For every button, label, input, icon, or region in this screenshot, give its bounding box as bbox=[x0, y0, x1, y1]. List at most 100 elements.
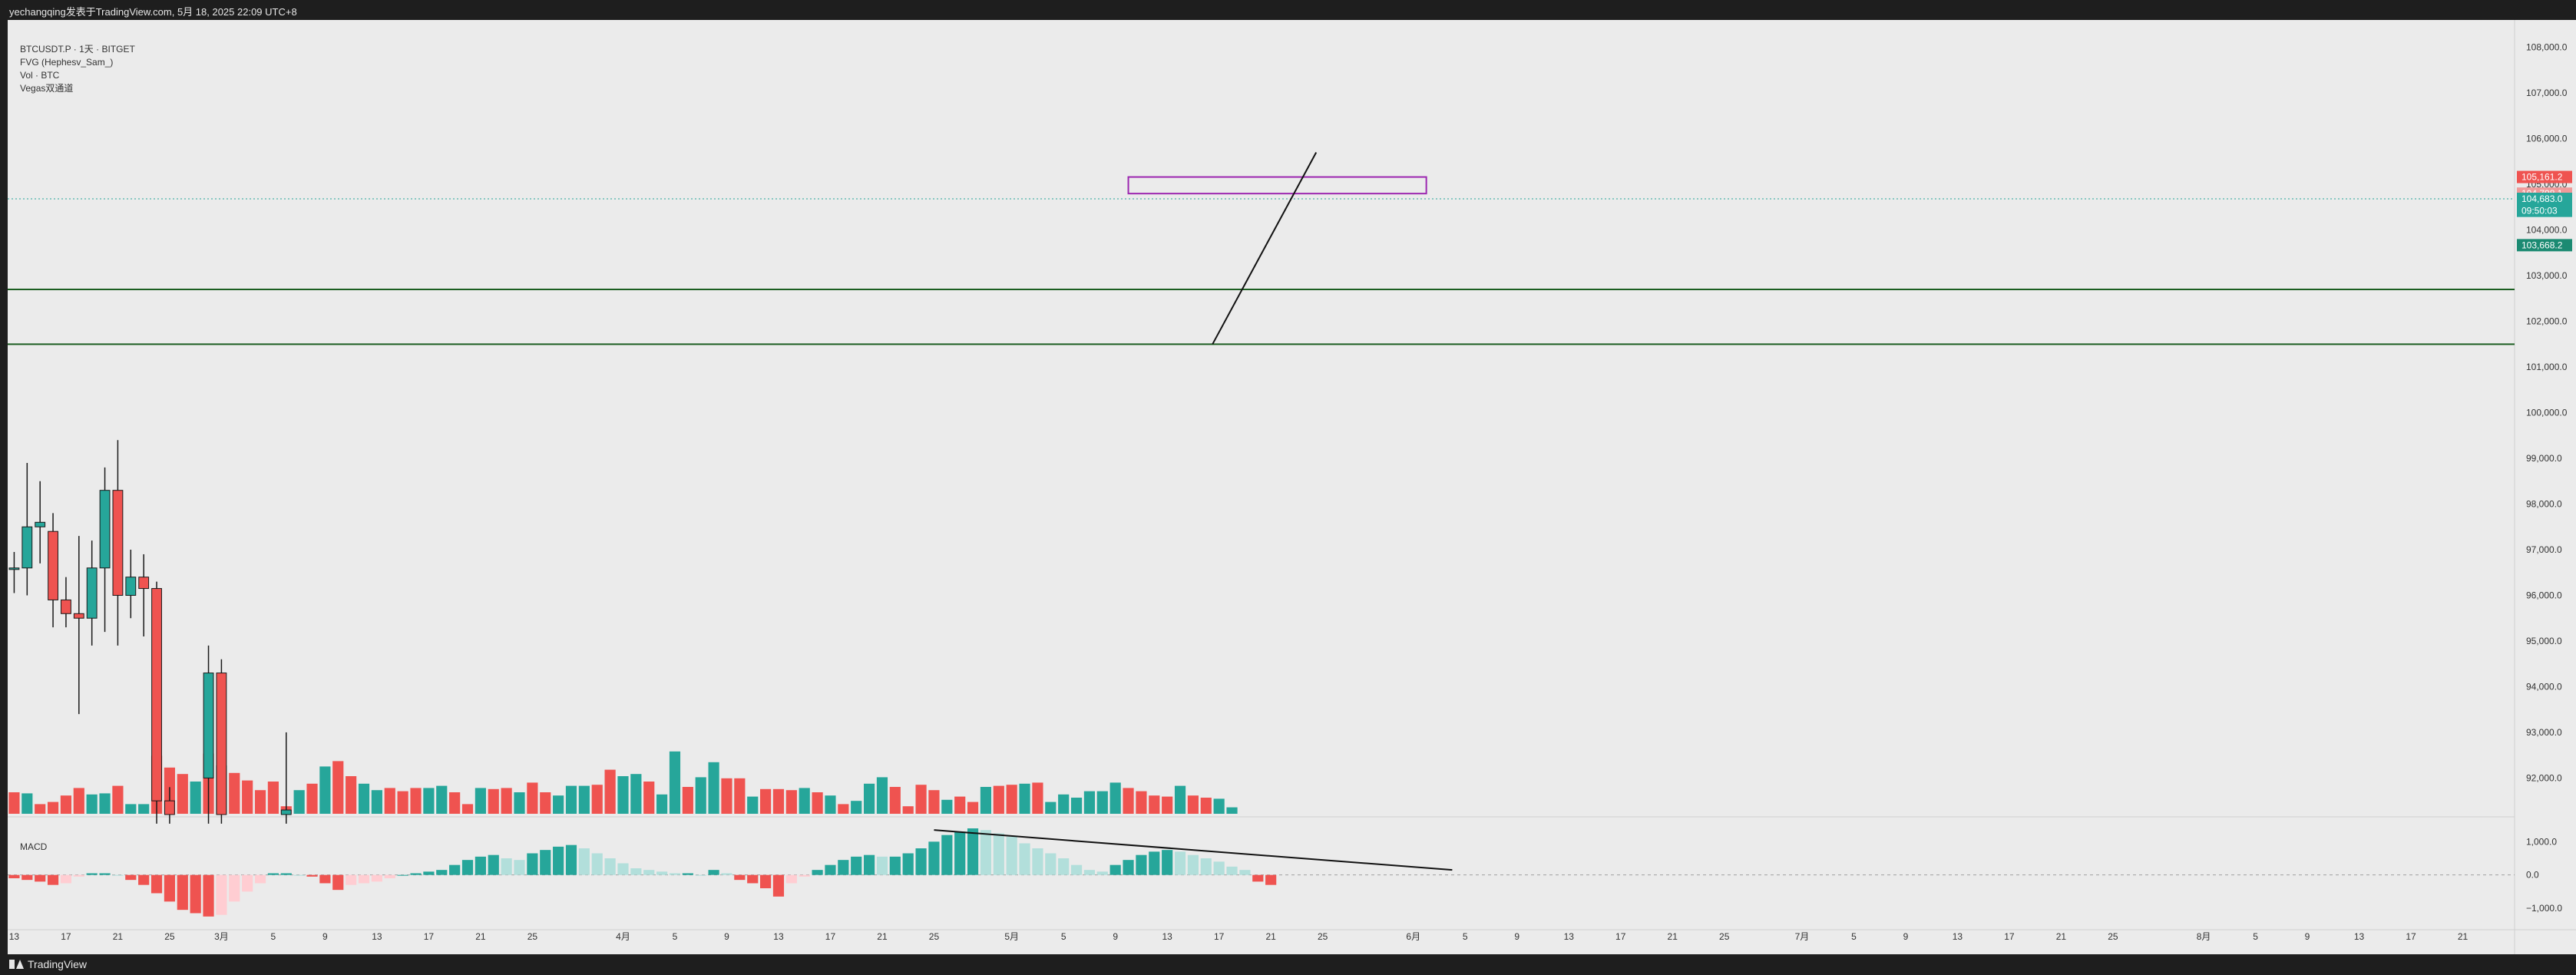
price-label-box bbox=[2517, 192, 2572, 205]
macd-divergence-line bbox=[934, 829, 1453, 871]
volume-bar bbox=[902, 806, 914, 814]
time-tick-label: 9 bbox=[322, 931, 328, 942]
macd-bar bbox=[1149, 851, 1160, 875]
macd-bar bbox=[1226, 866, 1238, 875]
time-tick-label: 21 bbox=[1265, 931, 1276, 942]
volume-bar bbox=[1032, 782, 1043, 814]
macd-bar bbox=[889, 856, 901, 875]
macd-label[interactable]: MACD bbox=[20, 841, 48, 852]
time-tick-label: 13 bbox=[9, 931, 20, 942]
macd-bar bbox=[540, 850, 551, 875]
volume-bar bbox=[436, 785, 448, 814]
macd-bar bbox=[319, 874, 331, 884]
chart-area[interactable]: 108,000.0 107,000.0 106,000.0 105,000.0 104,… bbox=[8, 20, 2576, 954]
macd-bar bbox=[1239, 870, 1251, 875]
macd-bar bbox=[785, 874, 797, 884]
time-tick-label: 13 bbox=[773, 931, 784, 942]
price-tick-label: 104,000.0 bbox=[2526, 225, 2568, 236]
candle-body bbox=[86, 567, 98, 619]
time-tick-label: 13 bbox=[1162, 931, 1172, 942]
volume-bar bbox=[190, 782, 201, 814]
time-tick-label: 9 bbox=[2305, 931, 2310, 942]
volume-bar bbox=[708, 762, 719, 814]
time-tick-label: 17 bbox=[825, 931, 836, 942]
price-tick-label: 106,000.0 bbox=[2526, 134, 2568, 144]
macd-bar bbox=[902, 853, 914, 875]
macd-bar bbox=[203, 874, 214, 917]
volume-bar bbox=[565, 785, 577, 814]
macd-bar bbox=[1096, 871, 1108, 875]
macd-bar bbox=[772, 874, 785, 897]
volume-bar bbox=[825, 795, 836, 814]
volume-bar bbox=[553, 795, 564, 814]
macd-bar bbox=[254, 874, 266, 884]
volume-bar bbox=[799, 788, 810, 814]
time-tick-label: 5 bbox=[673, 931, 678, 942]
volume-bar bbox=[384, 788, 395, 814]
time-tick-label: 17 bbox=[2406, 931, 2416, 942]
volume-bar bbox=[1136, 791, 1147, 814]
price-chart[interactable]: 108,000.0107,000.0106,000.0105,000.0104,… bbox=[8, 20, 2576, 954]
legend-symbol[interactable]: BTCUSDT.P · 1天 · BITGET bbox=[20, 44, 135, 55]
time-tick-label: 8月 bbox=[2197, 931, 2211, 942]
price-label-box bbox=[2517, 204, 2572, 217]
tradingview-brand: TradingView bbox=[28, 958, 88, 970]
price-label-text: 104,683.0 bbox=[2521, 193, 2563, 204]
candle-body bbox=[125, 577, 137, 596]
time-tick-label: 17 bbox=[2004, 931, 2015, 942]
volume-bar bbox=[695, 777, 706, 814]
macd-bar bbox=[1123, 860, 1134, 875]
top-bar: yechangqing发表于TradingView.com, 5月 18, 20… bbox=[0, 0, 2576, 20]
time-tick-label: 5 bbox=[2253, 931, 2258, 942]
volume-bar bbox=[410, 788, 422, 814]
price-tick-label: 92,000.0 bbox=[2526, 772, 2562, 783]
macd-bar bbox=[812, 870, 823, 875]
macd-bar bbox=[60, 874, 72, 884]
trend-line bbox=[1212, 152, 1318, 345]
price-tick-label: 103,000.0 bbox=[2526, 270, 2568, 281]
volume-bar bbox=[1174, 785, 1186, 814]
macd-bar bbox=[941, 835, 953, 875]
bottom-bar: TradingView bbox=[0, 954, 2576, 975]
macd-tick-label: 1,000.0 bbox=[2526, 836, 2557, 847]
time-tick-label: 3月 bbox=[214, 931, 229, 942]
publisher-line: yechangqing发表于TradingView.com, 5月 18, 20… bbox=[9, 6, 297, 18]
volume-bar bbox=[1123, 788, 1134, 814]
macd-bar bbox=[332, 874, 344, 891]
macd-bar bbox=[423, 871, 435, 875]
volume-bar bbox=[254, 790, 266, 814]
time-tick-label: 6月 bbox=[1406, 931, 1420, 942]
legend-volume[interactable]: Vol · BTC bbox=[20, 70, 60, 81]
macd-bar bbox=[1070, 864, 1083, 875]
time-tick-label: 5月 bbox=[1004, 931, 1019, 942]
price-tick-label: 97,000.0 bbox=[2526, 544, 2562, 555]
candle-body bbox=[280, 809, 292, 815]
macd-bar bbox=[617, 863, 629, 875]
volume-bar bbox=[423, 788, 435, 814]
volume-bar bbox=[785, 790, 797, 814]
volume-bar bbox=[1226, 807, 1238, 814]
price-tick-label: 99,000.0 bbox=[2526, 453, 2562, 464]
volume-bar bbox=[1019, 783, 1030, 814]
volume-bar bbox=[993, 785, 1004, 814]
time-tick-label: 17 bbox=[424, 931, 435, 942]
volume-bar bbox=[21, 793, 33, 814]
volume-bar bbox=[604, 769, 616, 814]
macd-bar bbox=[371, 874, 382, 882]
macd-bar bbox=[1045, 853, 1057, 875]
tradingview-logo[interactable]: TradingView bbox=[9, 958, 87, 970]
volume-bar bbox=[1083, 791, 1096, 814]
macd-tick-label: −1,000.0 bbox=[2526, 903, 2562, 914]
time-tick-label: 25 bbox=[929, 931, 940, 942]
chart-background bbox=[8, 20, 2576, 954]
price-label-box bbox=[2517, 239, 2572, 252]
macd-bar bbox=[1006, 836, 1017, 875]
macd-bar bbox=[1174, 851, 1186, 875]
price-label-box bbox=[2517, 170, 2572, 183]
legend-fvg[interactable]: FVG (Hephesv_Sam_) bbox=[20, 57, 114, 68]
macd-bar bbox=[1162, 850, 1173, 875]
legend-vegas[interactable]: Vegas双通道 bbox=[20, 83, 74, 94]
candle-body bbox=[21, 526, 33, 569]
macd-bar bbox=[306, 874, 318, 877]
candle-body bbox=[164, 800, 175, 815]
